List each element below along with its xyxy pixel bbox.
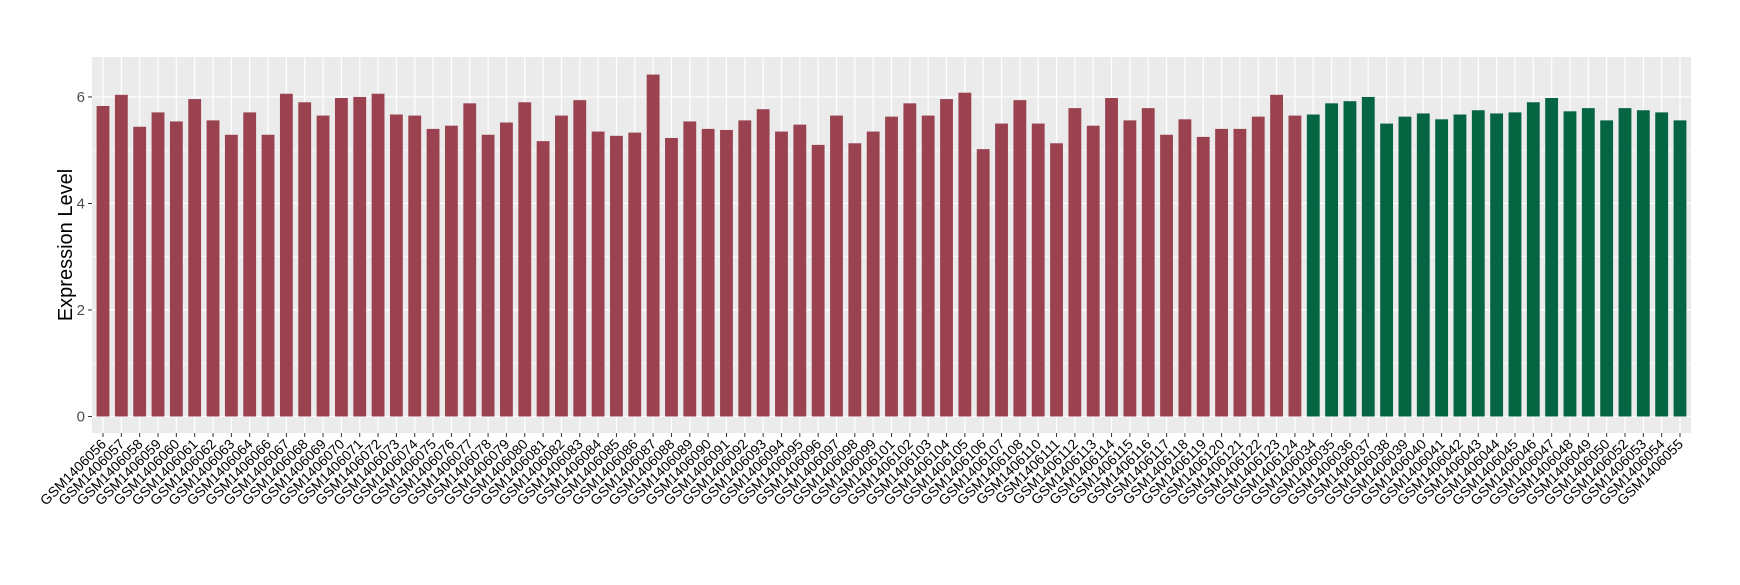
bar-GSM1406105: [958, 92, 972, 417]
bar-GSM1406050: [1600, 120, 1614, 417]
bar-GSM1406040: [1416, 113, 1430, 417]
bar-GSM1406094: [775, 131, 788, 417]
bar-GSM1406107: [995, 123, 1008, 417]
bar-GSM1406086: [628, 132, 642, 417]
bar-GSM1406102: [903, 103, 917, 417]
bar-GSM1406106: [976, 149, 990, 417]
bar-GSM1406062: [206, 120, 220, 417]
bar-GSM1406049: [1581, 108, 1595, 417]
bar-GSM1406071: [353, 96, 367, 417]
bar-GSM1406042: [1453, 114, 1467, 417]
y-tick-label: 0: [77, 408, 85, 425]
bar-GSM1406117: [1160, 134, 1173, 417]
bar-GSM1406099: [866, 131, 880, 417]
bar-GSM1406082: [555, 115, 568, 417]
bar-GSM1406038: [1380, 123, 1394, 417]
y-axis: 0 2 4 6: [77, 89, 92, 425]
bar-GSM1406073: [389, 114, 403, 417]
y-tick-label: 2: [77, 302, 85, 319]
bar-GSM1406120: [1215, 128, 1228, 417]
bar-GSM1406048: [1563, 111, 1577, 417]
bar-GSM1406088: [665, 137, 678, 417]
bar-GSM1406108: [1013, 100, 1027, 417]
bar-GSM1406039: [1398, 116, 1412, 417]
bar-GSM1406061: [188, 99, 202, 417]
bar-GSM1406096: [811, 144, 825, 417]
bar-GSM1406074: [408, 115, 422, 417]
bar-GSM1406113: [1086, 125, 1100, 417]
bar-GSM1406089: [683, 121, 697, 417]
bars: [96, 74, 1687, 417]
bar-GSM1406110: [1031, 123, 1045, 417]
bar-GSM1406097: [830, 115, 843, 417]
x-axis: GSM1406056GSM1406057GSM1406058GSM1406059…: [37, 433, 1686, 508]
bar-GSM1406077: [463, 103, 477, 417]
bar-GSM1406066: [261, 134, 275, 417]
bar-GSM1406046: [1526, 102, 1540, 417]
bar-GSM1406045: [1508, 112, 1522, 417]
bar-GSM1406080: [518, 102, 532, 417]
bar-GSM1406111: [1050, 143, 1063, 417]
bar-GSM1406118: [1178, 119, 1192, 417]
bar-GSM1406114: [1105, 98, 1118, 417]
bar-GSM1406044: [1490, 113, 1504, 417]
bar-GSM1406122: [1251, 116, 1265, 417]
bar-GSM1406034: [1306, 114, 1320, 417]
bar-GSM1406068: [298, 102, 312, 417]
bar-GSM1406035: [1325, 103, 1339, 417]
bar-GSM1406047: [1545, 98, 1559, 417]
bar-GSM1406053: [1636, 110, 1650, 417]
bar-GSM1406072: [371, 93, 385, 417]
bar-GSM1406124: [1288, 115, 1302, 417]
bar-GSM1406119: [1196, 136, 1210, 417]
bar-GSM1406121: [1233, 128, 1247, 417]
bar-GSM1406076: [444, 125, 458, 417]
bar-GSM1406081: [536, 141, 550, 417]
bar-GSM1406058: [133, 126, 147, 417]
bar-GSM1406101: [885, 116, 898, 417]
y-tick-label: 4: [77, 195, 85, 212]
y-axis-title: Expression Level: [55, 169, 77, 321]
bar-GSM1406084: [591, 131, 605, 417]
bar-GSM1406059: [151, 112, 165, 417]
bar-GSM1406098: [848, 143, 862, 417]
bar-GSM1406087: [646, 74, 660, 417]
bar-GSM1406036: [1343, 101, 1357, 417]
bar-GSM1406079: [500, 122, 513, 417]
bar-GSM1406085: [610, 135, 623, 417]
bar-GSM1406078: [481, 134, 495, 417]
y-tick-label: 6: [77, 89, 85, 106]
bar-GSM1406067: [279, 93, 293, 417]
bar-GSM1406060: [169, 121, 183, 417]
bar-GSM1406069: [316, 115, 330, 417]
bar-GSM1406112: [1068, 108, 1082, 417]
bar-GSM1406095: [793, 124, 807, 417]
bar-GSM1406123: [1270, 94, 1283, 417]
bar-GSM1406093: [756, 109, 770, 417]
bar-GSM1406091: [720, 129, 733, 417]
bar-GSM1406083: [573, 100, 587, 417]
bar-GSM1406064: [243, 112, 257, 417]
bar-GSM1406104: [940, 99, 953, 417]
bar-GSM1406070: [334, 98, 348, 417]
bar-GSM1406090: [701, 128, 715, 417]
bar-GSM1406037: [1361, 96, 1375, 417]
bar-GSM1406055: [1673, 120, 1687, 417]
bar-GSM1406075: [426, 128, 440, 417]
bar-GSM1406063: [224, 134, 238, 417]
bar-GSM1406043: [1471, 110, 1485, 417]
bar-GSM1406054: [1655, 112, 1669, 417]
bar-GSM1406103: [921, 115, 935, 417]
bar-GSM1406056: [96, 105, 110, 417]
bar-GSM1406116: [1141, 108, 1155, 417]
bar-GSM1406092: [738, 120, 752, 417]
bar-GSM1406052: [1618, 108, 1632, 417]
bar-GSM1406057: [114, 94, 128, 417]
bar-GSM1406041: [1435, 119, 1449, 417]
bar-GSM1406115: [1123, 120, 1137, 417]
